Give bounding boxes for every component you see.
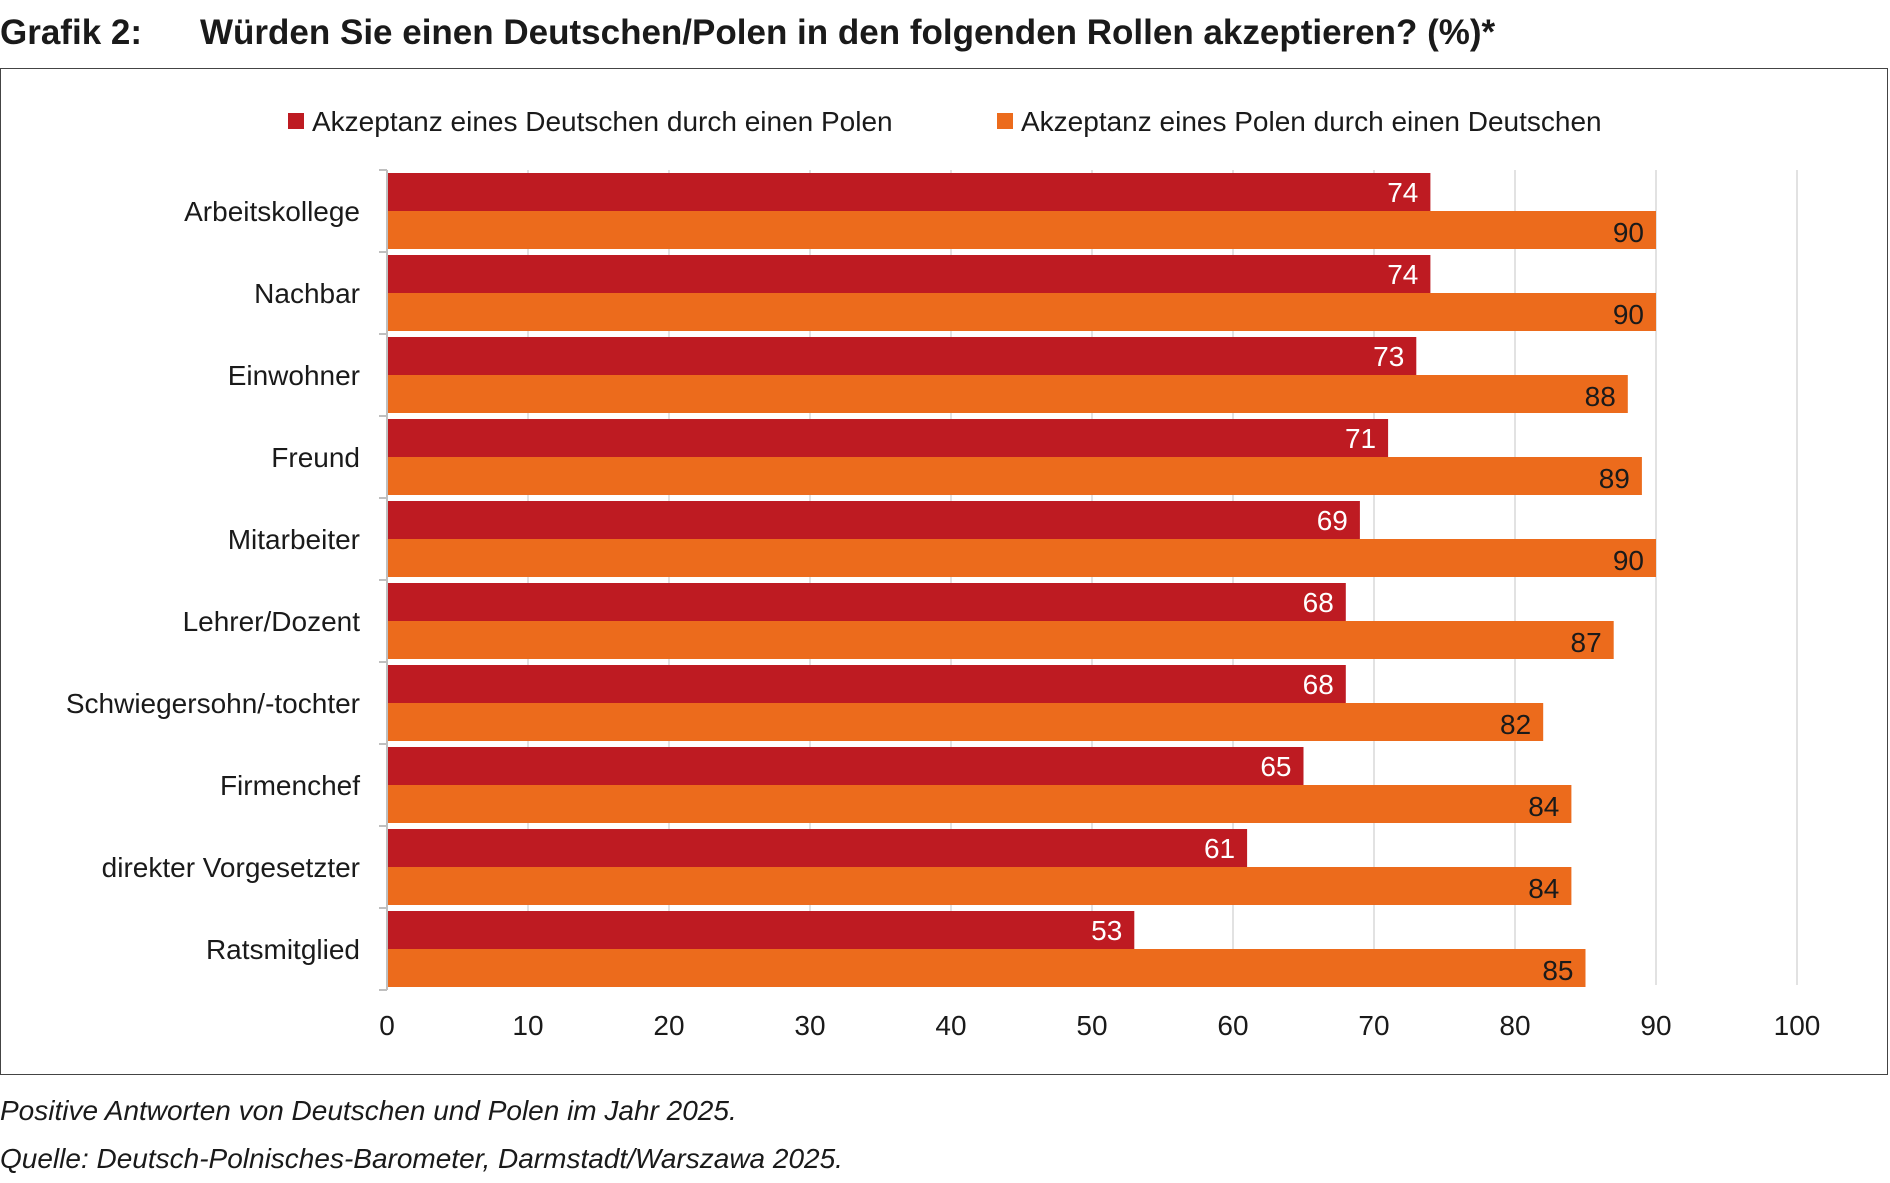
category-label: Ratsmitglied <box>206 934 360 965</box>
legend-swatch <box>997 113 1013 129</box>
x-tick-label: 80 <box>1499 1010 1530 1041</box>
category-label: Freund <box>271 442 360 473</box>
data-label: 61 <box>1204 833 1235 864</box>
data-label: 85 <box>1542 955 1573 986</box>
data-label: 90 <box>1613 299 1644 330</box>
bar <box>387 621 1614 659</box>
data-label: 87 <box>1571 627 1602 658</box>
bar <box>387 785 1572 823</box>
data-label: 65 <box>1260 751 1291 782</box>
bar-chart: 74 90 74 90 73 88 71 89 69 90 68 87 68 82 65 84 61 84 53 85… <box>66 106 1821 1041</box>
x-tick-label: 40 <box>935 1010 966 1041</box>
x-tick-label: 20 <box>653 1010 684 1041</box>
category-label: Einwohner <box>228 360 360 391</box>
x-tick-label: 90 <box>1640 1010 1671 1041</box>
bar <box>387 703 1544 741</box>
data-label: 90 <box>1613 545 1644 576</box>
category-label: direkter Vorgesetzter <box>102 852 360 883</box>
bar <box>387 457 1642 495</box>
data-label: 69 <box>1317 505 1348 536</box>
data-label: 82 <box>1500 709 1531 740</box>
data-label: 90 <box>1613 217 1644 248</box>
data-label: 68 <box>1303 587 1334 618</box>
source-note: Quelle: Deutsch-Polnisches-Barometer, Da… <box>0 1143 843 1174</box>
data-label: 84 <box>1528 791 1559 822</box>
category-label: Nachbar <box>254 278 360 309</box>
category-label: Lehrer/Dozent <box>183 606 361 637</box>
bar <box>387 583 1346 621</box>
x-tick-label: 50 <box>1076 1010 1107 1041</box>
chart-title: Grafik 2: Würden Sie einen Deutschen/Pol… <box>0 8 1495 58</box>
data-label: 71 <box>1345 423 1376 454</box>
bar <box>387 829 1248 867</box>
footnote: Positive Antworten von Deutschen und Pol… <box>0 1095 737 1126</box>
category-label: Mitarbeiter <box>228 524 360 555</box>
data-label: 53 <box>1091 915 1122 946</box>
category-label: Schwiegersohn/-tochter <box>66 688 360 719</box>
chart-frame <box>0 68 1888 1075</box>
bar <box>387 949 1586 987</box>
x-tick-label: 70 <box>1358 1010 1389 1041</box>
x-tick-label: 100 <box>1774 1010 1821 1041</box>
category-label: Arbeitskollege <box>184 196 360 227</box>
category-label: Firmenchef <box>220 770 360 801</box>
bar <box>387 173 1431 211</box>
x-tick-label: 60 <box>1217 1010 1248 1041</box>
legend-label: Akzeptanz eines Deutschen durch einen Po… <box>312 106 893 137</box>
legend-label: Akzeptanz eines Polen durch einen Deutsc… <box>1021 106 1602 137</box>
bar <box>387 867 1572 905</box>
bar <box>387 419 1389 457</box>
bar <box>387 665 1346 703</box>
bar <box>387 501 1360 539</box>
title-text: Würden Sie einen Deutschen/Polen in den … <box>200 13 1496 52</box>
x-tick-label: 10 <box>512 1010 543 1041</box>
data-label: 73 <box>1373 341 1404 372</box>
legend-swatch <box>288 113 304 129</box>
bar <box>387 539 1656 577</box>
bar <box>387 337 1417 375</box>
x-tick-label: 30 <box>794 1010 825 1041</box>
bar <box>387 293 1656 331</box>
bar <box>387 747 1304 785</box>
bar <box>387 911 1135 949</box>
data-label: 84 <box>1528 873 1559 904</box>
data-label: 88 <box>1585 381 1616 412</box>
data-label: 74 <box>1387 177 1418 208</box>
axes: 0 10 20 30 40 50 60 70 80 90 100 Arbeitskollege Nach… <box>66 169 1821 1041</box>
data-label: 89 <box>1599 463 1630 494</box>
bars: 74 90 74 90 73 88 71 89 69 90 68 87 68 82 65 84 61 84 53 85 <box>387 173 1656 987</box>
data-label: 68 <box>1303 669 1334 700</box>
data-label: 74 <box>1387 259 1418 290</box>
bar <box>387 375 1628 413</box>
legend: Akzeptanz eines Deutschen durch einen Po… <box>288 106 1602 137</box>
bar <box>387 255 1431 293</box>
bar <box>387 211 1656 249</box>
figure-number: Grafik 2: <box>0 13 142 52</box>
x-tick-label: 0 <box>379 1010 395 1041</box>
